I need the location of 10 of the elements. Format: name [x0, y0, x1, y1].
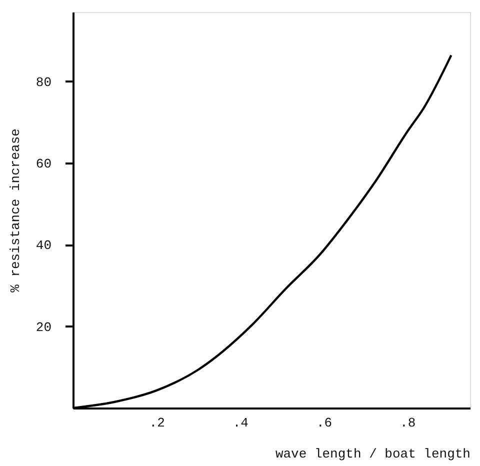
- x-tick-label: .2: [149, 416, 165, 430]
- x-axis-title: wave length / boat length: [275, 446, 470, 462]
- y-tick-label: 60: [36, 156, 52, 172]
- y-tick-label: 20: [36, 320, 52, 335]
- y-axis-title: % resistance increase: [8, 128, 23, 292]
- y-tick-label: 80: [36, 74, 52, 90]
- y-tick-label: 40: [36, 238, 52, 254]
- x-tick-label: .6: [316, 416, 332, 430]
- x-tick-label: .8: [400, 416, 416, 430]
- x-tick-label: .4: [232, 416, 249, 430]
